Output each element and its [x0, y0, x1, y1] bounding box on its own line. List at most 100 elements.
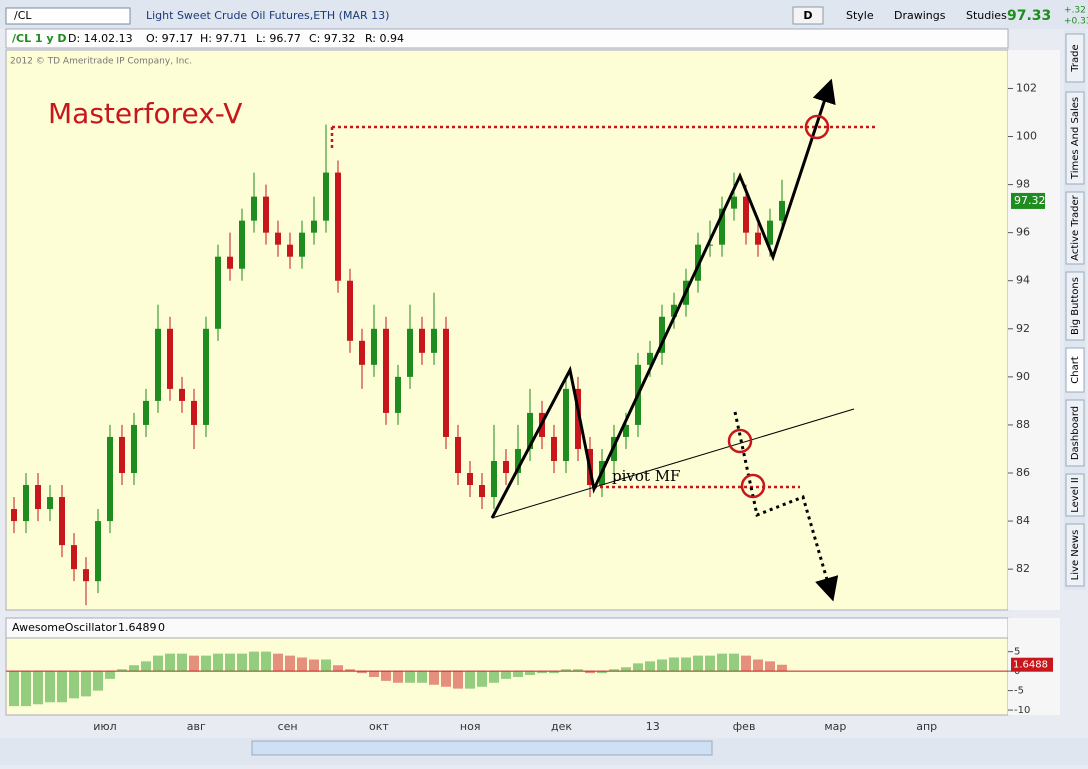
- y-tick-label: 92: [1016, 322, 1030, 335]
- osc-value: 1.6489: [118, 621, 157, 634]
- x-tick-label: ноя: [460, 720, 481, 733]
- candle-body: [215, 256, 221, 329]
- candle-body: [419, 328, 425, 353]
- side-tab-label[interactable]: Trade: [1070, 44, 1081, 72]
- candle-body: [455, 436, 461, 474]
- candle-body: [143, 400, 149, 425]
- candle-body: [743, 196, 749, 233]
- side-tab[interactable]: [1065, 91, 1085, 185]
- candle-body: [275, 232, 281, 245]
- candle-body: [83, 569, 89, 582]
- side-tab-label[interactable]: Big Buttons: [1070, 277, 1081, 335]
- candle-body: [467, 473, 473, 486]
- osc-title: AwesomeOscillator: [12, 621, 117, 634]
- side-tab-label[interactable]: Times And Sales: [1070, 97, 1081, 180]
- period-button[interactable]: [792, 6, 824, 25]
- change-pct: +0.33%: [1064, 17, 1088, 27]
- side-tab[interactable]: [1065, 523, 1085, 587]
- info-bar: [5, 28, 1009, 49]
- price-label: 97.32: [1014, 194, 1046, 207]
- x-tick-label: апр: [916, 720, 937, 733]
- candle-body: [551, 436, 557, 461]
- y-tick-label: 5: [1014, 647, 1020, 658]
- side-tab-label[interactable]: Chart: [1070, 356, 1081, 384]
- drawings-button[interactable]: Drawings: [894, 9, 946, 22]
- zigzag: [490, 78, 836, 519]
- candle-body: [191, 400, 197, 425]
- candle-body: [407, 328, 413, 377]
- studies-button[interactable]: Studies: [966, 9, 1007, 22]
- side-tab-label[interactable]: Level II: [1070, 477, 1081, 512]
- candle-body: [35, 485, 41, 510]
- candle-body: [107, 436, 113, 522]
- side-tab-label[interactable]: Active Trader: [1070, 194, 1081, 260]
- candle-body: [119, 436, 125, 474]
- osc-zero: 0: [158, 621, 165, 634]
- x-tick-label: сен: [278, 720, 298, 733]
- target-circle: [727, 428, 753, 454]
- candle-body: [299, 232, 305, 257]
- candle-body: [179, 388, 185, 401]
- last-price: 97.33: [1007, 8, 1051, 24]
- candle-body: [335, 172, 341, 281]
- candle-body: [755, 232, 761, 245]
- side-tab-label[interactable]: Dashboard: [1070, 406, 1081, 460]
- candle-body: [647, 352, 653, 365]
- candle-body: [443, 328, 449, 437]
- candle-body: [515, 448, 521, 474]
- candle-body: [347, 280, 353, 341]
- osc-last-label: 1.6488: [1013, 660, 1048, 671]
- side-tab[interactable]: [1065, 191, 1085, 265]
- x-tick-label: дек: [551, 720, 572, 733]
- x-tick-label: авг: [187, 720, 206, 733]
- candle-body: [23, 485, 29, 522]
- side-tab[interactable]: [1065, 473, 1085, 517]
- candle-body: [731, 196, 737, 209]
- symbol: /CL: [14, 9, 32, 22]
- y-tick-label: 84: [1016, 514, 1030, 527]
- scrollbar[interactable]: [251, 740, 713, 756]
- bear-zigzag: [733, 411, 839, 602]
- candle-body: [659, 316, 665, 353]
- candle-body: [47, 497, 53, 510]
- change: +.32: [1064, 6, 1086, 16]
- y-tick-label: 88: [1016, 418, 1030, 431]
- candle-body: [491, 460, 497, 498]
- x-tick-label: июл: [93, 720, 116, 733]
- candle-body: [11, 509, 17, 522]
- symbol-input[interactable]: [5, 7, 131, 25]
- info-range: R: 0.94: [365, 32, 404, 45]
- info-low: L: 96.77: [256, 32, 301, 45]
- x-tick-label: окт: [369, 720, 389, 733]
- candle-body: [575, 388, 581, 449]
- side-tab[interactable]: [1065, 33, 1085, 83]
- info-high: H: 97.71: [200, 32, 247, 45]
- candle-body: [359, 340, 365, 365]
- y-tick-label: -5: [1014, 686, 1024, 697]
- candle-body: [155, 328, 161, 401]
- toolbar: [0, 0, 1088, 29]
- candle-body: [203, 328, 209, 425]
- candle-body: [251, 196, 257, 221]
- info-open: O: 97.17: [146, 32, 193, 45]
- y-tick-label: 90: [1016, 370, 1030, 383]
- candle-body: [527, 412, 533, 449]
- side-tab-label[interactable]: Live News: [1070, 530, 1081, 581]
- info-close: C: 97.32: [309, 32, 355, 45]
- y-tick-label: 82: [1016, 562, 1030, 575]
- candle-body: [707, 244, 713, 246]
- side-tab[interactable]: [1065, 347, 1085, 393]
- price-axis: [1008, 50, 1060, 610]
- style-button[interactable]: Style: [846, 9, 874, 22]
- candle-body: [167, 328, 173, 389]
- description: Light Sweet Crude Oil Futures,ETH (MAR 1…: [146, 9, 389, 22]
- candle-body: [431, 328, 437, 353]
- candle-body: [311, 220, 317, 233]
- period: D: [803, 9, 812, 22]
- info-symbol: /CL 1 y D: [12, 32, 67, 45]
- candle-body: [395, 376, 401, 413]
- side-tab[interactable]: [1065, 399, 1085, 467]
- side-tab[interactable]: [1065, 271, 1085, 341]
- y-tick-label: 100: [1016, 130, 1037, 143]
